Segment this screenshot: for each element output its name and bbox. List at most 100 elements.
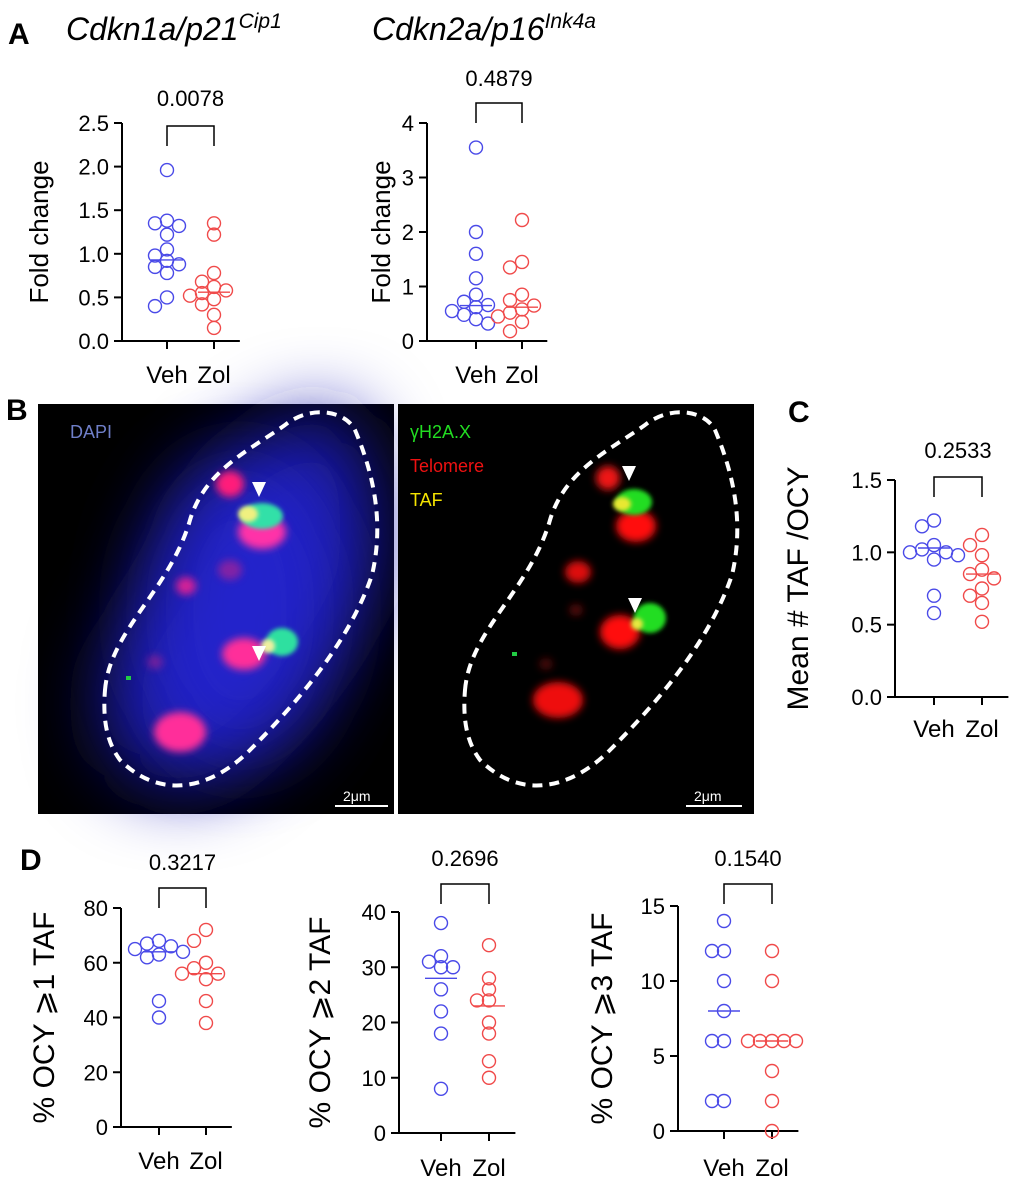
data-point: [174, 966, 190, 981]
data-point: [433, 1081, 449, 1097]
data-point: [468, 224, 484, 240]
data-point: [716, 913, 732, 929]
data-point: [514, 302, 530, 317]
data-point: [468, 312, 484, 327]
y-tick-label: 0: [96, 1115, 108, 1140]
data-point: [526, 298, 542, 313]
micrograph-right: γH2A.X Telomere TAF 2μm: [398, 404, 754, 814]
data-point: [974, 595, 990, 611]
y-tick-label: 10: [641, 969, 665, 994]
y-tick-label: 40: [84, 1006, 108, 1031]
y-tick-label: 1.0: [78, 242, 109, 267]
y-tick-label: 0.0: [78, 329, 109, 354]
data-point: [764, 1063, 780, 1079]
data-point: [514, 314, 530, 330]
data-point: [926, 605, 942, 621]
data-point: [433, 1026, 449, 1041]
data-point: [186, 961, 202, 976]
data-point: [182, 288, 198, 303]
data-point: [159, 213, 175, 228]
data-point: [433, 1004, 449, 1019]
p-value-label: 0.1540: [714, 846, 781, 871]
data-point: [764, 1093, 780, 1109]
gene-title-p21-main: Cdkn1a/p21: [66, 11, 239, 47]
x-category-label: Veh: [455, 362, 496, 389]
right-taf-foci: [613, 489, 666, 633]
y-tick-label: 20: [362, 1011, 386, 1036]
data-point: [147, 216, 163, 231]
y-tick-label: 3: [402, 166, 414, 191]
dapi-nucleus-glow: [104, 412, 378, 786]
data-point: [159, 242, 175, 257]
gene-title-p16-sup: Ink4a: [545, 10, 596, 33]
data-point: [468, 271, 484, 286]
data-point: [206, 307, 222, 323]
p-value-label: 0.4879: [465, 66, 532, 91]
y-tick-label: 0.5: [78, 285, 109, 310]
data-point: [950, 548, 966, 563]
x-category-label: Veh: [146, 362, 187, 389]
data-point: [147, 248, 163, 263]
y-tick-label: 1: [402, 275, 414, 300]
data-point: [456, 307, 472, 323]
data-point: [481, 993, 497, 1008]
data-point: [514, 287, 530, 302]
data-point: [502, 292, 518, 308]
data-point: [902, 545, 918, 560]
data-point: [740, 1033, 756, 1049]
data-point: [502, 323, 518, 339]
significance-bracket: [158, 887, 207, 908]
data-point: [716, 1093, 732, 1109]
data-point: [914, 519, 930, 534]
y-axis-label: Mean # TAF /OCY: [782, 467, 815, 711]
gene-title-p21-sup: Cip1: [239, 10, 282, 33]
data-point: [139, 936, 155, 951]
telomere-label: Telomere: [410, 456, 484, 476]
p-value-label: 0.2696: [431, 846, 498, 871]
x-category-label: Veh: [420, 1155, 461, 1181]
x-category-label: Zol: [965, 716, 998, 743]
data-point: [127, 941, 143, 957]
data-point: [514, 212, 530, 228]
x-category-label: Zol: [189, 1148, 222, 1175]
y-tick-label: 0.5: [851, 613, 882, 638]
data-point: [171, 218, 187, 234]
y-axis-label: % OCY ⩾2 TAF: [304, 917, 337, 1129]
data-point: [151, 1010, 167, 1025]
data-point: [704, 1033, 720, 1049]
left-taf-foci: [238, 503, 298, 656]
y-tick-label: 5: [653, 1044, 665, 1069]
data-point: [468, 140, 484, 155]
chart-p16: 0 1 2 3 4 Veh Zol Fold change 0.4879: [366, 66, 548, 389]
p-value-label: 0.3217: [149, 850, 216, 875]
right-green-speck: [512, 652, 517, 656]
data-point: [469, 993, 485, 1008]
y-tick-label: 20: [84, 1060, 108, 1085]
y-tick-label: 15: [641, 894, 665, 919]
data-point: [926, 537, 942, 553]
y-tick-label: 4: [402, 111, 414, 136]
data-point: [962, 537, 978, 553]
data-point: [194, 274, 210, 289]
y-axis-label: Fold change: [366, 160, 396, 303]
micrograph-left: DAPI 2μm: [38, 404, 394, 814]
chart-ocy-1taf: 0 20 40 60 80 Veh Zol % OCY ⩾1 TAF 0.3217: [28, 850, 232, 1175]
panel-d-letter: D: [20, 844, 42, 877]
dapi-label: DAPI: [70, 422, 112, 442]
data-point: [159, 290, 175, 305]
y-axis-label: Fold change: [24, 160, 54, 303]
data-point: [171, 257, 187, 272]
data-point: [481, 937, 497, 953]
y-tick-label: 1.0: [851, 540, 882, 565]
data-point: [514, 254, 530, 270]
y-tick-label: 10: [362, 1066, 386, 1091]
x-category-label: Zol: [755, 1155, 788, 1181]
data-point: [481, 1026, 497, 1041]
data-point: [445, 960, 461, 975]
data-point: [788, 1033, 804, 1049]
p-value-label: 0.2533: [924, 438, 991, 463]
x-category-label: Zol: [197, 362, 230, 389]
significance-bracket: [475, 102, 523, 123]
data-point: [480, 316, 496, 331]
data-point: [206, 216, 222, 231]
